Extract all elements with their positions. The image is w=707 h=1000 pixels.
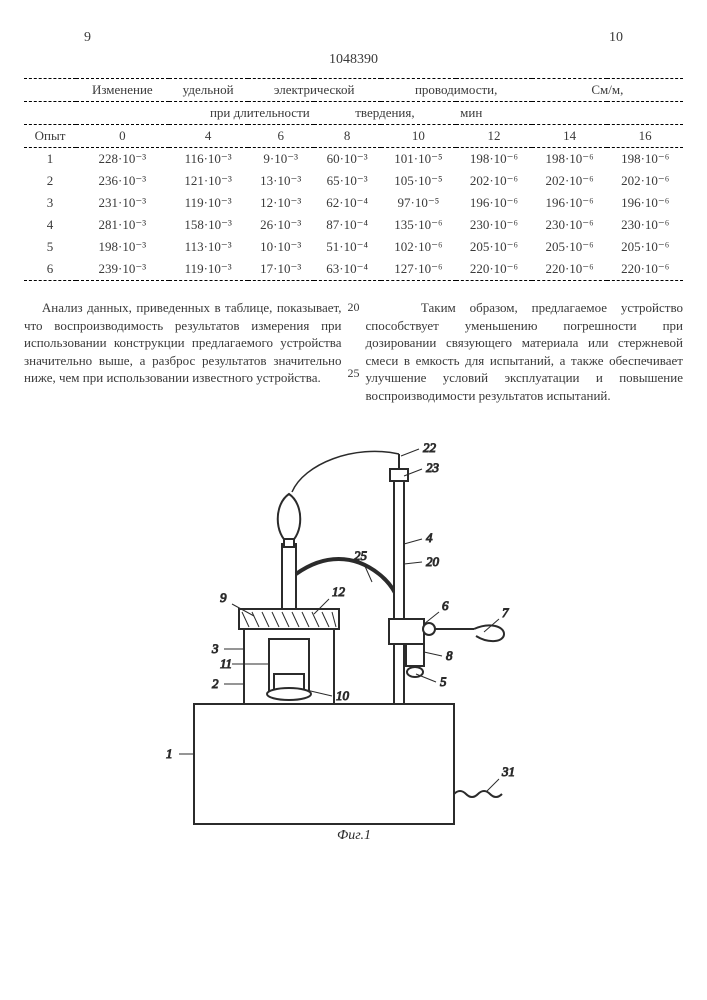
svg-text:20: 20: [426, 554, 440, 569]
svg-text:31: 31: [501, 764, 515, 779]
page-right: 10: [609, 30, 623, 46]
svg-text:5: 5: [440, 674, 447, 689]
svg-text:22: 22: [423, 440, 437, 455]
svg-text:6: 6: [442, 598, 449, 613]
table-row: 6239·10⁻³119·10⁻³17·10⁻³63·10⁻⁴127·10⁻⁶2…: [24, 258, 683, 281]
table-row: 1228·10⁻³116·10⁻³9·10⁻³60·10⁻³101·10⁻⁵19…: [24, 148, 683, 171]
page-numbers: 9 10: [84, 30, 623, 46]
figure-caption: Фиг.1: [336, 828, 370, 843]
svg-text:12: 12: [332, 584, 346, 599]
svg-text:25: 25: [354, 548, 368, 563]
table-row: 5198·10⁻³113·10⁻³10·10⁻³51·10⁻⁴102·10⁻⁶2…: [24, 236, 683, 258]
svg-text:11: 11: [220, 656, 232, 671]
svg-text:1: 1: [166, 746, 173, 761]
paragraph-left: 20 25 Анализ данных, приведенных в табли…: [24, 299, 342, 404]
svg-text:8: 8: [446, 648, 453, 663]
col-opyt: Опыт: [24, 125, 76, 148]
svg-text:10: 10: [336, 688, 350, 703]
svg-text:23: 23: [426, 460, 440, 475]
paragraph-right: Таким образом, предлагаемое устройство с…: [366, 299, 684, 404]
doc-id: 1048390: [24, 52, 683, 68]
text-columns: 20 25 Анализ данных, приведенных в табли…: [24, 299, 683, 404]
svg-text:7: 7: [502, 605, 509, 620]
page-left: 9: [84, 30, 91, 46]
svg-text:9: 9: [220, 590, 227, 605]
table-row: 2236·10⁻³121·10⁻³13·10⁻³65·10⁻³105·10⁻⁵2…: [24, 170, 683, 192]
svg-text:2: 2: [212, 676, 219, 691]
data-table: Изменение удельной электрической проводи…: [24, 78, 683, 281]
table-row: 3231·10⁻³119·10⁻³12·10⁻³62·10⁻⁴97·10⁻⁵19…: [24, 192, 683, 214]
figure-1: 1 2 3 11 9 12 10 4 20 23 22 25 6 7 8 5 3…: [24, 424, 683, 848]
svg-text:3: 3: [211, 641, 219, 656]
svg-text:4: 4: [426, 530, 433, 545]
table-row: 4281·10⁻³158·10⁻³26·10⁻³87·10⁻⁴135·10⁻⁶2…: [24, 214, 683, 236]
